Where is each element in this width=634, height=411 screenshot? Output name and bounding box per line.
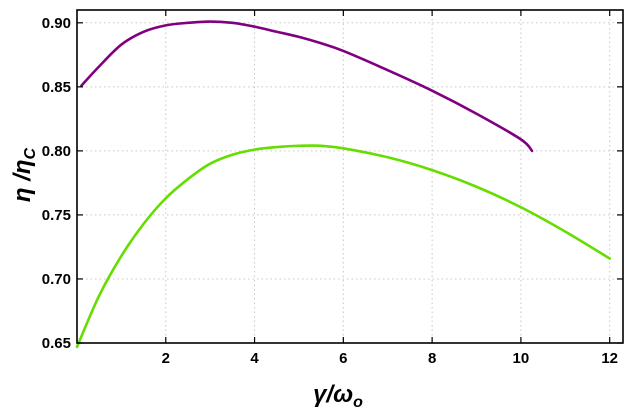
frame-layer bbox=[76, 9, 624, 344]
series-line-1 bbox=[80, 20, 534, 153]
x-tick-label: 12 bbox=[601, 350, 618, 367]
x-axis-title-sub: o bbox=[353, 394, 363, 411]
series-line-2 bbox=[75, 144, 611, 349]
y-tick-label: 0.90 bbox=[42, 15, 71, 32]
x-tick-label: 2 bbox=[162, 350, 170, 367]
y-tick-label: 0.80 bbox=[42, 143, 71, 160]
x-tick-label: 6 bbox=[339, 350, 347, 367]
x-tick-label: 4 bbox=[250, 350, 259, 367]
y-tick-label: 0.65 bbox=[42, 335, 71, 352]
y-axis-title-main: η /η bbox=[9, 159, 36, 202]
y-tick-label: 0.85 bbox=[42, 79, 71, 96]
grid-layer bbox=[77, 10, 623, 344]
x-axis-title: γ/ωo bbox=[313, 381, 363, 411]
x-axis-title-main: γ/ω bbox=[313, 381, 353, 408]
y-axis-title-sub: C bbox=[22, 147, 39, 159]
x-tick-label: 8 bbox=[428, 350, 436, 367]
y-axis-title: η /ηC bbox=[9, 147, 39, 202]
x-tick-label: 10 bbox=[513, 350, 530, 367]
y-tick-label: 0.75 bbox=[42, 207, 71, 224]
y-tick-label: 0.70 bbox=[42, 271, 71, 288]
plot-frame bbox=[76, 9, 624, 344]
series-layer bbox=[75, 20, 611, 349]
tick-layer: 2 4 6 8 10 12 0.65 0.70 0.75 0.80 0.85 0.90 bbox=[42, 10, 623, 367]
